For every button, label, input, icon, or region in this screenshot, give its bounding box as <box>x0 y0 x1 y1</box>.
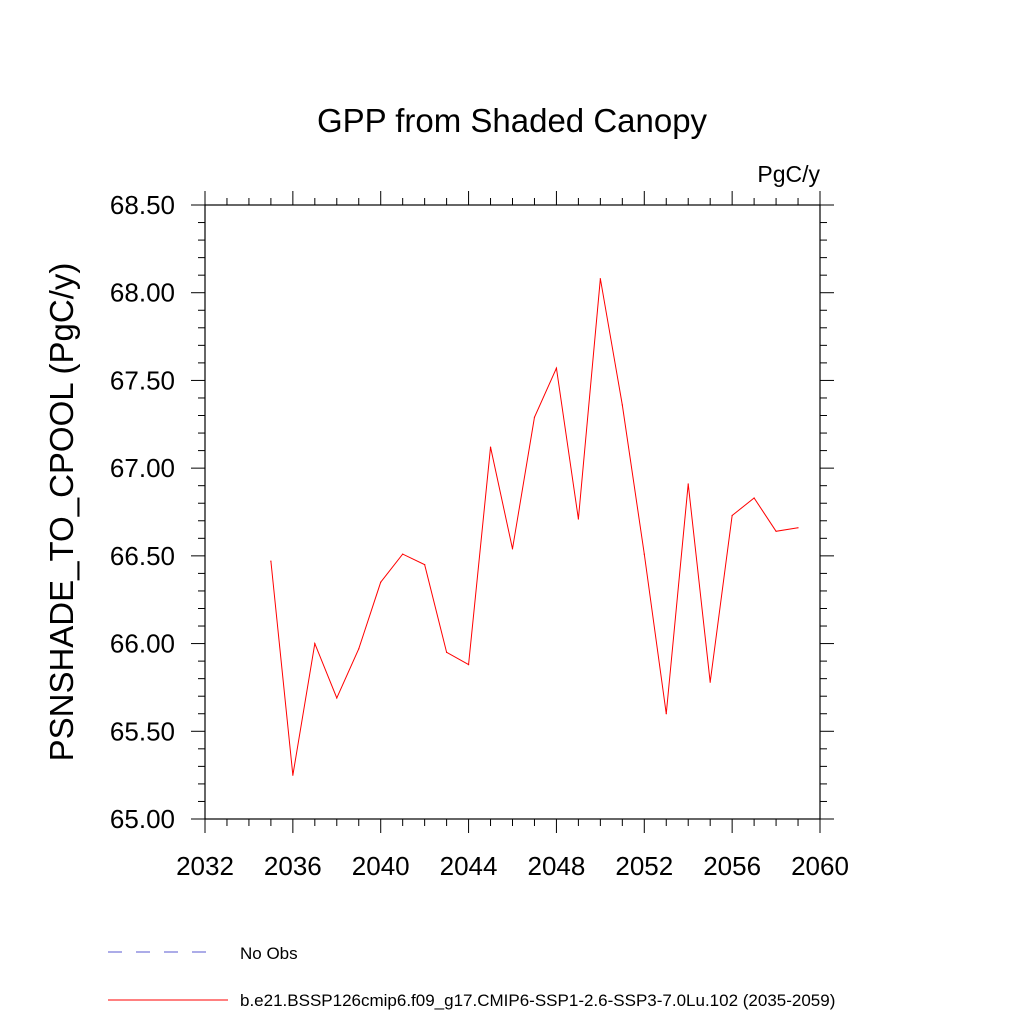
data-point <box>533 416 536 418</box>
chart-title: GPP from Shaded Canopy <box>317 102 708 139</box>
data-point <box>446 651 448 653</box>
x-tick-label: 2060 <box>791 851 849 881</box>
data-point <box>402 553 404 555</box>
data-point <box>599 278 601 280</box>
data-point <box>424 564 426 566</box>
x-tick-label: 2036 <box>264 851 322 881</box>
data-point <box>687 483 689 485</box>
series-line <box>270 278 799 776</box>
data-point <box>775 530 777 532</box>
data-point <box>643 553 645 555</box>
data-point <box>336 697 338 699</box>
plot-frame <box>204 204 821 820</box>
x-tick-label: 2032 <box>176 851 234 881</box>
data-point <box>489 446 492 448</box>
legend-label-no-obs: No Obs <box>240 944 298 963</box>
data-point <box>380 581 382 583</box>
data-point <box>511 548 514 550</box>
series-layer <box>270 278 799 776</box>
x-tick-label: 2048 <box>528 851 586 881</box>
y-tick-label: 65.00 <box>110 804 175 834</box>
legend-label-model: b.e21.BSSP126cmip6.f09_g17.CMIP6-SSP1-2.… <box>240 991 835 1010</box>
y-tick-label: 68.00 <box>110 278 175 308</box>
data-point <box>270 560 272 562</box>
data-point <box>577 518 579 520</box>
data-point <box>314 642 316 645</box>
x-tick-label: 2040 <box>352 851 410 881</box>
y-tick-label: 68.50 <box>110 190 175 220</box>
units-label: PgC/y <box>757 161 820 187</box>
y-tick-label: 66.00 <box>110 629 175 659</box>
data-point <box>358 648 360 650</box>
y-tick-label: 67.00 <box>110 453 175 483</box>
y-tick-label: 66.50 <box>110 541 175 571</box>
data-point <box>797 527 799 529</box>
data-point <box>467 664 470 666</box>
data-point <box>753 497 755 499</box>
data-point <box>555 367 558 369</box>
data-point <box>731 514 733 517</box>
y-tick-label: 67.50 <box>110 365 175 395</box>
x-tick-label: 2056 <box>703 851 761 881</box>
data-point <box>709 681 711 683</box>
data-point <box>665 713 667 715</box>
data-point <box>292 774 294 776</box>
axis-tick-labels: 2032 2036 2040 2044 2048 2052 2056 2060 65.00 65.… <box>110 190 849 881</box>
data-point <box>621 404 623 406</box>
legend: No Obs b.e21.BSSP126cmip6.f09_g17.CMIP6-… <box>108 944 835 1010</box>
x-tick-label: 2044 <box>440 851 498 881</box>
y-axis-label: PSNSHADE_TO_CPOOL (PgC/y) <box>43 263 80 762</box>
y-tick-label: 65.50 <box>110 716 175 746</box>
axis-ticks <box>191 191 834 833</box>
x-tick-label: 2052 <box>615 851 673 881</box>
